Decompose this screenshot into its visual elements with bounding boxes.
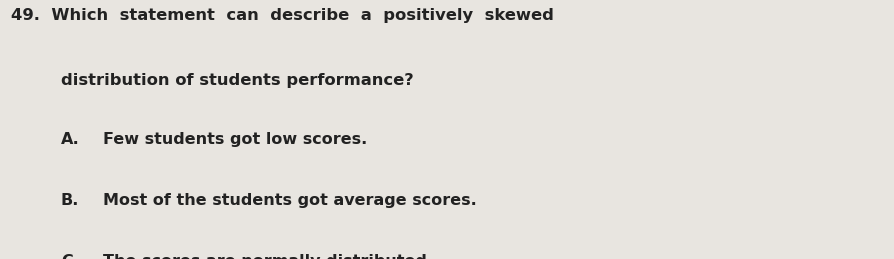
Text: 49.  Which  statement  can  describe  a  positively  skewed: 49. Which statement can describe a posit…	[11, 8, 553, 23]
Text: C.: C.	[61, 254, 79, 259]
Text: The scores are normally distributed.: The scores are normally distributed.	[103, 254, 433, 259]
Text: B.: B.	[61, 193, 80, 208]
Text: Few students got low scores.: Few students got low scores.	[103, 132, 367, 147]
Text: Most of the students got average scores.: Most of the students got average scores.	[103, 193, 477, 208]
Text: distribution of students performance?: distribution of students performance?	[61, 73, 414, 88]
Text: A.: A.	[61, 132, 80, 147]
